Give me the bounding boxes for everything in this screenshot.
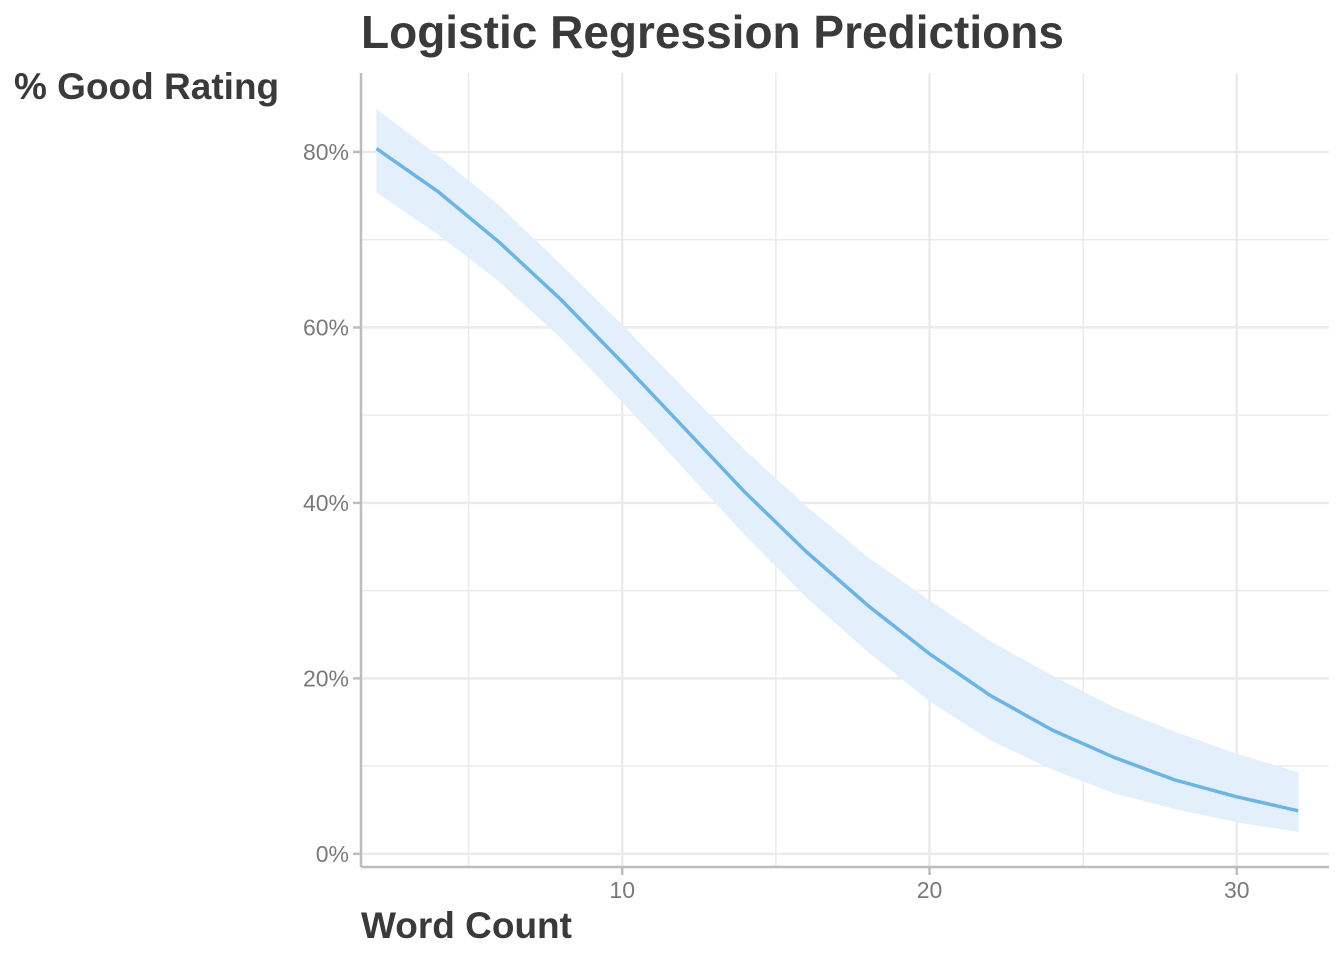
y-tick-label: 0% xyxy=(316,841,349,867)
chart-title: Logistic Regression Predictions xyxy=(361,6,1064,58)
tick-labels: 10 20 30 0% 20% 40% 60% 80% xyxy=(303,139,1250,903)
y-axis-title: % Good Rating xyxy=(14,66,279,107)
axes xyxy=(353,73,1329,875)
y-tick-label: 20% xyxy=(303,665,349,691)
x-tick-label: 20 xyxy=(917,877,943,903)
x-axis-title: Word Count xyxy=(361,905,572,946)
confidence-band xyxy=(376,109,1299,832)
prediction-line xyxy=(375,147,1299,813)
y-tick-label: 60% xyxy=(303,314,349,340)
confidence-band-layer xyxy=(376,109,1299,832)
x-tick-label: 10 xyxy=(609,877,635,903)
x-tick-label: 30 xyxy=(1224,877,1250,903)
y-tick-label: 80% xyxy=(303,139,349,165)
y-tick-label: 40% xyxy=(303,490,349,516)
prediction-line-layer xyxy=(375,147,1299,813)
